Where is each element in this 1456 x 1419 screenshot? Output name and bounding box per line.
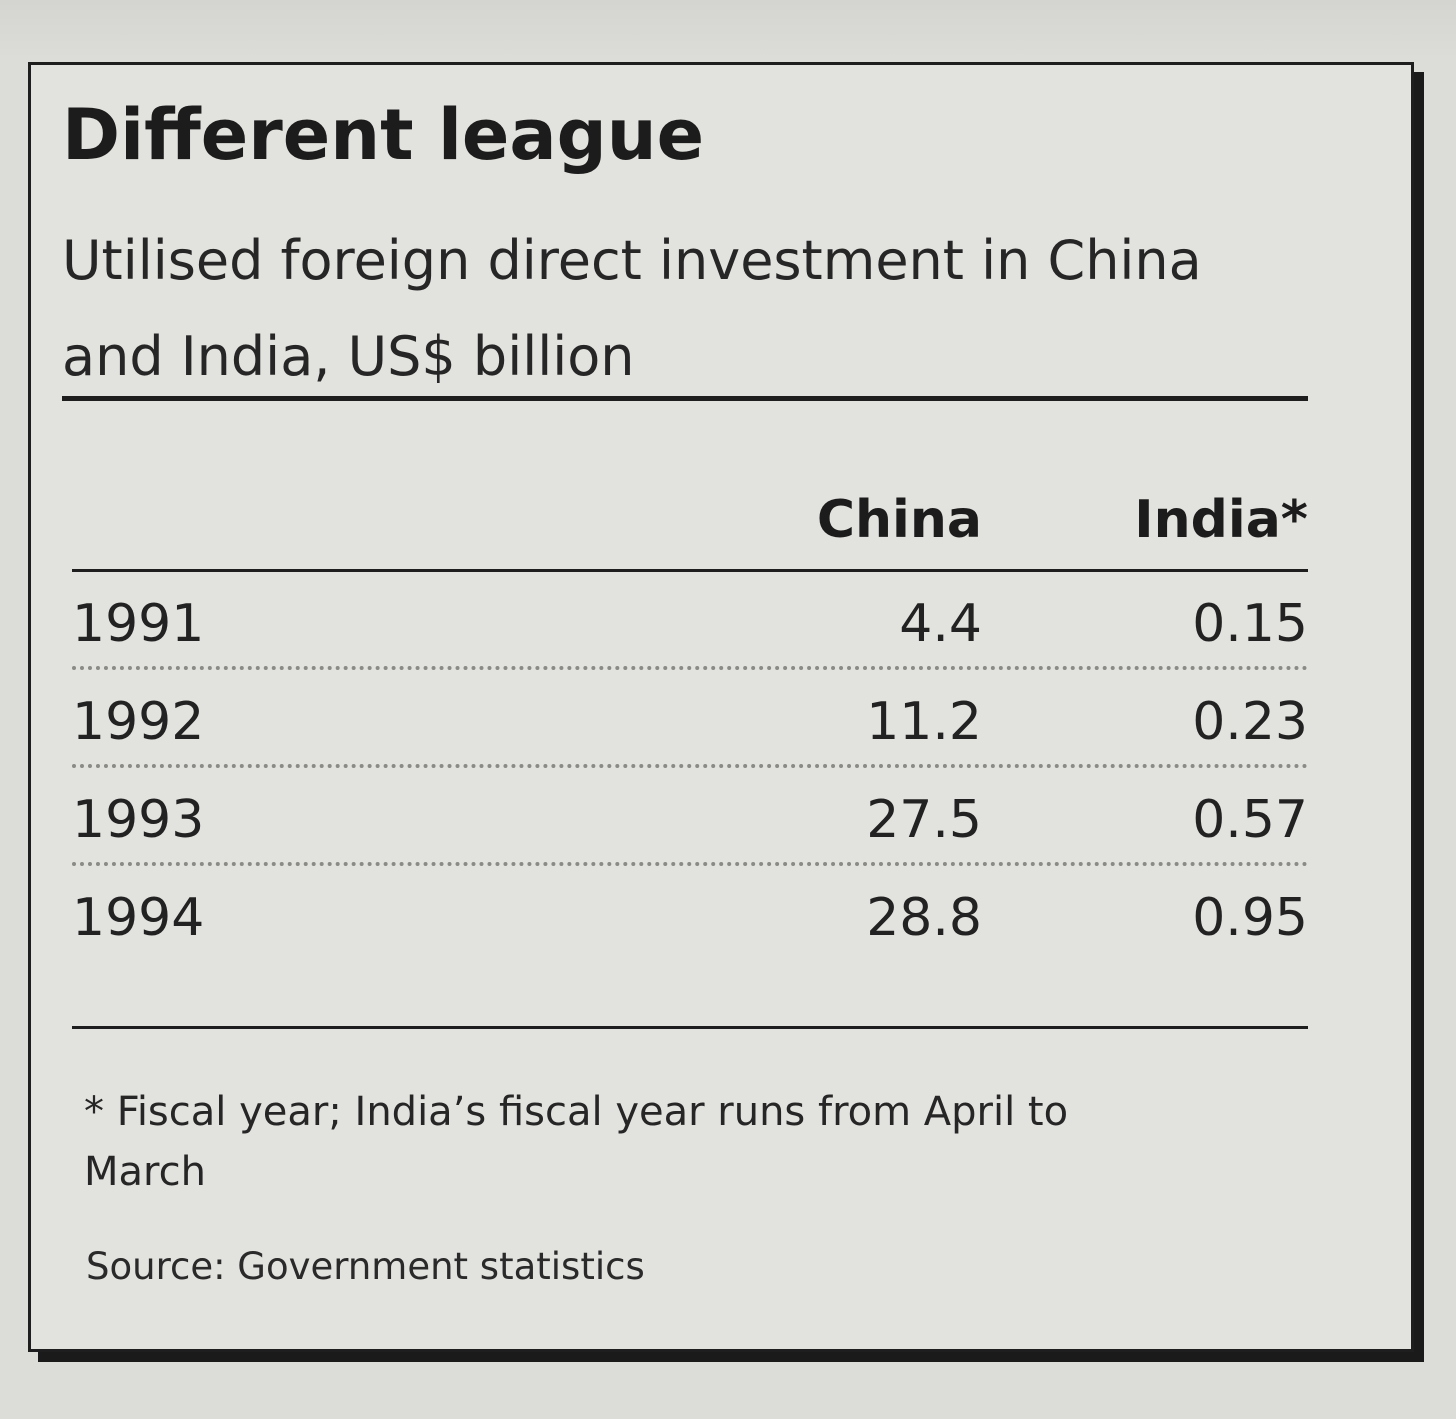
dotted-row-separator (72, 764, 1308, 768)
chart-subtitle: Utilised foreign direct investment in Ch… (62, 229, 1202, 388)
table-row: 1993 27.5 0.57 (72, 768, 1308, 866)
row-year: 1992 (72, 692, 205, 752)
cell-china-value: 27.5 (866, 790, 982, 850)
page-background (0, 0, 1456, 60)
column-header-china: China (816, 490, 982, 550)
chart-title: Different league (62, 94, 705, 176)
row-year: 1991 (72, 594, 205, 654)
row-year: 1993 (72, 790, 205, 850)
cell-india-value: 0.15 (1192, 594, 1308, 654)
table-header: China India* (72, 420, 1308, 572)
cell-india-value: 0.57 (1192, 790, 1308, 850)
header-rule (72, 569, 1308, 572)
table-row: 1992 11.2 0.23 (72, 670, 1308, 768)
dotted-row-separator (72, 666, 1308, 670)
row-year: 1994 (72, 888, 205, 948)
cell-china-value: 28.8 (866, 888, 982, 948)
chart-frame (28, 62, 1414, 1352)
footnote: * Fiscal year; India’s fiscal year runs … (84, 1089, 1069, 1195)
column-header-india: India* (1134, 490, 1308, 550)
cell-india-value: 0.23 (1192, 692, 1308, 752)
data-table: China India* 1991 4.4 0.15 1992 11.2 0.2… (72, 420, 1308, 964)
title-rule (62, 396, 1308, 401)
cell-china-value: 4.4 (899, 594, 982, 654)
dotted-row-separator (72, 862, 1308, 866)
table-bottom-rule (72, 1026, 1308, 1029)
cell-india-value: 0.95 (1192, 888, 1308, 948)
table-row: 1991 4.4 0.15 (72, 572, 1308, 670)
table-row: 1994 28.8 0.95 (72, 866, 1308, 964)
cell-china-value: 11.2 (866, 692, 982, 752)
source-note: Source: Government statistics (86, 1245, 645, 1288)
